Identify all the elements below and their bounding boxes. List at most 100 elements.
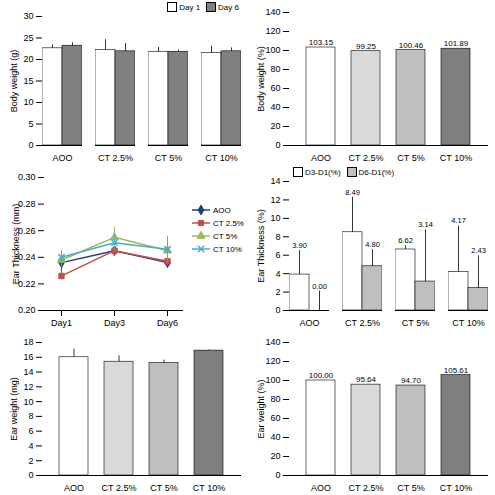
svg-text:95.64: 95.64 [356,375,377,384]
html-text:CT 10%: CT 10% [213,244,242,254]
html-text:CT 2.5%: CT 2.5% [213,218,244,228]
html-text:Day 1: Day 1 [179,2,201,12]
svg-text:12: 12 [23,382,33,392]
svg-text:AOO: AOO [52,153,72,163]
svg-text:20: 20 [270,451,280,461]
svg-text:20: 20 [23,54,33,64]
svg-text:3.14: 3.14 [418,220,433,229]
svg-text:105.61: 105.61 [444,366,469,375]
svg-text:10: 10 [23,396,33,406]
svg-text:80: 80 [270,394,280,404]
html-text:Day 6: Day 6 [218,2,239,12]
svg-text:4.80: 4.80 [365,240,380,249]
svg-text:14: 14 [270,176,280,186]
svg-text:CT 10%: CT 10% [205,153,237,163]
svg-text:4: 4 [28,441,33,451]
svg-text:10: 10 [23,97,33,107]
svg-text:0: 0 [275,470,280,480]
svg-text:8.49: 8.49 [345,188,360,197]
svg-text:5: 5 [28,119,33,129]
svg-text:25: 25 [23,33,33,43]
svg-text:10: 10 [270,213,280,223]
svg-text:3.90: 3.90 [292,241,307,250]
svg-text:18: 18 [23,337,33,347]
svg-text:60: 60 [270,413,280,423]
svg-text:CT 5%: CT 5% [402,318,429,328]
svg-text:2.43: 2.43 [471,246,486,255]
svg-text:CT 5%: CT 5% [397,483,424,493]
html-text:AOO: AOO [213,205,231,215]
svg-text:100: 100 [265,45,280,55]
svg-text:0.22: 0.22 [18,278,36,289]
svg-text:Day3: Day3 [104,318,125,328]
svg-text:CT 2.5%: CT 2.5% [98,153,133,163]
svg-text:2: 2 [28,456,33,466]
svg-text:99.25: 99.25 [356,42,377,51]
svg-text:100: 100 [265,375,280,385]
svg-text:Body weight (%): Body weight (%) [256,46,266,112]
svg-text:0.20: 0.20 [18,305,36,315]
svg-text:40: 40 [270,102,280,112]
svg-text:Day1: Day1 [51,318,72,328]
svg-text:0: 0 [275,140,280,150]
svg-text:6: 6 [275,250,280,260]
svg-text:0: 0 [28,140,33,150]
svg-text:6.62: 6.62 [398,236,413,245]
svg-text:Ear weight (%): Ear weight (%) [256,379,266,438]
svg-text:AOO: AOO [64,483,84,493]
svg-text:8: 8 [28,411,33,421]
svg-text:15: 15 [23,76,33,86]
svg-text:20: 20 [270,121,280,131]
svg-text:101.89: 101.89 [444,39,469,48]
svg-text:AOO: AOO [311,153,331,163]
svg-text:Day6: Day6 [157,318,178,328]
svg-text:AOO: AOO [299,318,319,328]
svg-text:60: 60 [270,83,280,93]
svg-text:4: 4 [275,269,280,279]
svg-text:Ear Thickness (mm): Ear Thickness (mm) [11,204,21,284]
svg-text:120: 120 [265,26,280,36]
svg-text:100.00: 100.00 [309,371,334,380]
svg-text:CT 10%: CT 10% [440,153,472,163]
html-text:CT 5%: CT 5% [213,231,238,241]
svg-text:8: 8 [275,232,280,242]
svg-text:CT 5%: CT 5% [397,153,424,163]
svg-text:CT 10%: CT 10% [193,483,225,493]
svg-text:14: 14 [23,367,33,377]
svg-text:100.46: 100.46 [399,41,424,50]
html-text:D3-D1(%): D3-D1(%) [305,167,341,177]
svg-text:16: 16 [23,352,33,362]
svg-text:4.17: 4.17 [451,216,466,225]
svg-text:CT 5%: CT 5% [155,153,182,163]
svg-text:CT 10%: CT 10% [452,318,484,328]
svg-text:103.15: 103.15 [309,38,334,47]
svg-text:CT 2.5%: CT 2.5% [349,483,384,493]
svg-text:30: 30 [23,11,33,21]
svg-text:80: 80 [270,64,280,74]
svg-text:CT 10%: CT 10% [440,483,472,493]
svg-text:CT 2.5%: CT 2.5% [345,318,380,328]
svg-text:AOO: AOO [311,483,331,493]
svg-text:CT 2.5%: CT 2.5% [102,483,137,493]
svg-text:0.30: 0.30 [18,172,36,182]
svg-text:Body weight (g): Body weight (g) [9,50,19,113]
svg-text:0.00: 0.00 [312,282,327,291]
svg-text:140: 140 [265,7,280,17]
svg-text:140: 140 [265,337,280,347]
svg-text:0: 0 [275,305,280,315]
svg-text:6: 6 [28,426,33,436]
svg-text:12: 12 [270,195,280,205]
svg-text:0.28: 0.28 [18,199,36,209]
svg-text:94.70: 94.70 [401,376,422,385]
html-text:D6-D1(%): D6-D1(%) [358,167,395,177]
svg-text:40: 40 [270,432,280,442]
svg-text:0: 0 [28,470,33,480]
svg-text:0.24: 0.24 [18,252,36,263]
svg-text:CT 2.5%: CT 2.5% [349,153,384,163]
svg-text:0.26: 0.26 [18,225,36,236]
svg-text:Ear Thickness (%): Ear Thickness (%) [256,209,266,282]
svg-text:2: 2 [275,287,280,297]
svg-text:Ear weight (mg): Ear weight (mg) [9,377,19,441]
svg-text:CT 5%: CT 5% [150,483,177,493]
svg-text:120: 120 [265,356,280,366]
